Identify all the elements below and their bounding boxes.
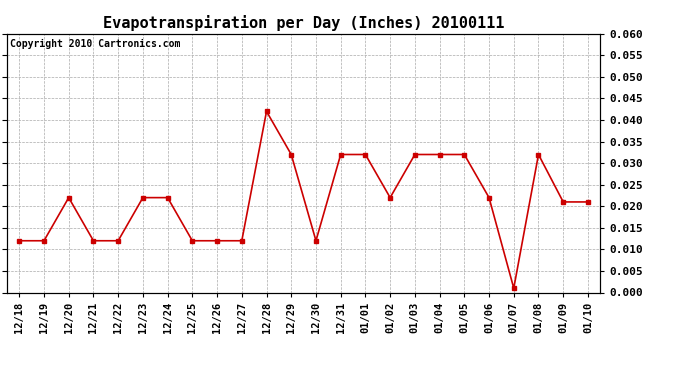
Text: Copyright 2010 Cartronics.com: Copyright 2010 Cartronics.com: [10, 39, 180, 49]
Title: Evapotranspiration per Day (Inches) 20100111: Evapotranspiration per Day (Inches) 2010…: [103, 15, 504, 31]
